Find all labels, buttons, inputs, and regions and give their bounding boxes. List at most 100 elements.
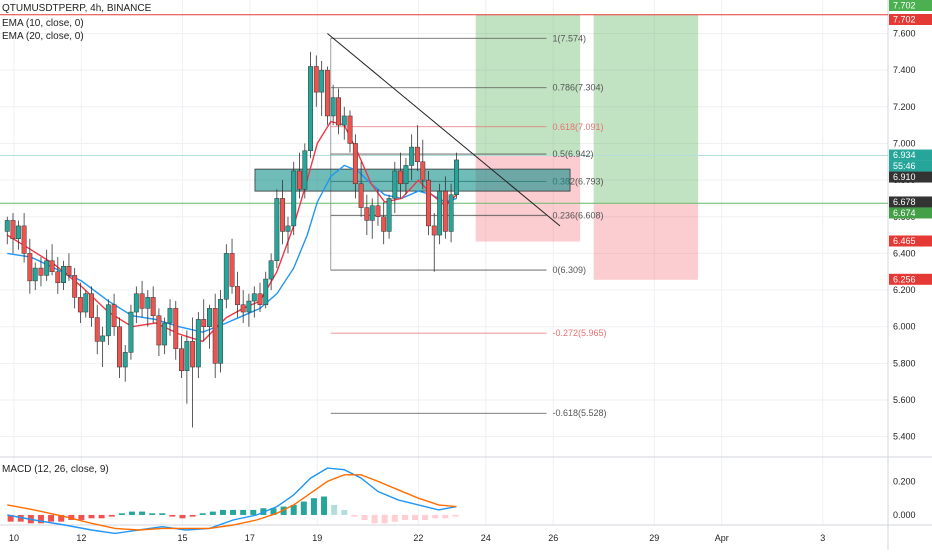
candle-body [274,198,280,261]
macd-histogram-bar [310,498,317,515]
candle-body [280,198,286,232]
macd-histogram-bar [88,514,95,519]
symbol-line: QTUMUSDTPERP, 4h, BINANCE [2,3,152,14]
candle-body [156,315,162,346]
price-tick-label: 6.400 [893,248,916,258]
time-tick-label: 17 [245,533,255,543]
fib-level-label: 0.236(6.608) [552,210,603,220]
candle-body [414,146,420,163]
candle-body [201,319,207,327]
macd-histogram-bar [118,513,125,515]
price-tick-label: 5.800 [893,358,916,368]
candle-body [341,115,347,126]
macd-histogram-bar [98,514,105,519]
ema-slow-legend: EMA (20, close, 0) [2,30,84,43]
candle-body [190,341,196,368]
time-tick-label: 3 [820,533,825,543]
time-tick-label: 12 [76,533,86,543]
price-badge-label: 6.256 [893,274,916,284]
candle-body [128,311,134,353]
time-tick-label: Apr [715,533,729,543]
candle-body [72,275,78,298]
macd-histogram-bar [361,514,368,520]
macd-histogram-bar [179,514,186,519]
macd-histogram-bar [7,514,14,522]
candle-body [246,300,252,313]
candle-body [364,207,370,221]
fib-level-label: -0.272(5.965) [552,328,606,338]
price-badge [889,273,932,285]
macd-histogram-bar [412,514,419,520]
support-zone [254,168,571,192]
time-tick-label: 22 [413,533,423,543]
price-badge [889,235,932,247]
price-badge [889,196,932,208]
price-badge-label: 7.702 [893,1,916,11]
candle-body [223,253,229,300]
price-badge [889,14,932,25]
candle-body [4,220,10,232]
price-badge [889,0,932,11]
macd-histogram-bar [391,514,398,522]
macd-histogram-bar [37,514,44,524]
fib-level-label: -0.618(5.528) [552,408,606,418]
ema-fast-legend: EMA (10, close, 0) [2,17,84,30]
macd-histogram-bar [199,513,206,515]
time-tick-label: 29 [649,533,659,543]
candle-body [234,286,240,305]
price-badge [889,207,932,219]
time-tick-label: 10 [9,533,19,543]
candle-body [173,308,179,349]
macd-tick-label: 0.200 [893,476,916,486]
candle-body [403,165,409,185]
macd-histogram-bar [78,514,85,520]
candle-body [420,161,426,181]
position-profit-zone [593,14,699,204]
candle-body [268,260,274,280]
candle-body [111,304,117,327]
macd-histogram-bar [432,514,439,519]
candle-body [61,265,66,283]
macd-histogram-bar [48,514,55,522]
candle-body [330,97,336,117]
price-badge-label: 6.678 [893,197,916,207]
candle-body [448,194,454,232]
macd-histogram-bar [270,508,277,515]
price-badge-label: 6.674 [893,208,916,218]
candle-body [437,190,443,236]
candle-body [381,216,387,232]
time-tick-label: 15 [177,533,187,543]
candle-body [358,183,364,208]
price-badge-label: 6.465 [893,236,916,246]
price-badge-label: 6.934 [893,150,916,160]
price-badge [889,171,932,183]
macd-histogram-bar [139,511,146,515]
macd-histogram-bar [331,504,338,515]
candle-body [117,326,122,368]
candle-body [218,298,224,364]
candle-body [302,150,308,190]
macd-signal-line [7,474,457,531]
candle-body [229,253,235,287]
macd-histogram-bar [300,501,307,515]
trendline [327,33,561,227]
candle-body [150,297,156,316]
candle-body [398,170,403,185]
macd-histogram-bar [341,509,348,515]
candle-body [207,308,212,327]
macd-histogram-bar [58,514,65,522]
candle-body [319,69,325,93]
macd-histogram-bar [280,506,287,515]
candle-body [369,205,375,221]
candle-body [454,159,459,196]
candle-body [94,317,100,342]
candle-body [162,322,168,346]
price-tick-label: 6.200 [893,285,916,295]
macd-histogram-bar [290,504,297,515]
price-tick-label: 7.400 [893,65,916,75]
macd-legend: MACD (12, 26, close, 9) [2,463,109,476]
candle-body [55,271,61,283]
